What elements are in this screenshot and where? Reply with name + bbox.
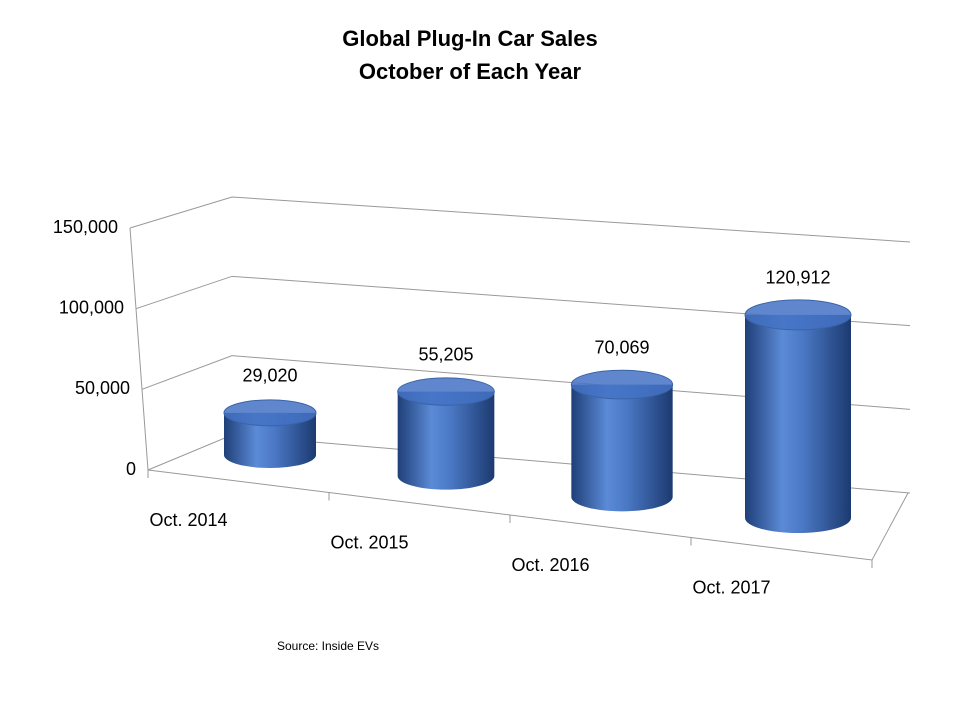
y-tick-label: 100,000 xyxy=(59,297,124,317)
chart-title: Global Plug-In Car Sales xyxy=(342,26,598,51)
x-tick-label: Oct. 2015 xyxy=(330,533,408,553)
grid-line xyxy=(129,196,911,243)
value-label: 55,205 xyxy=(418,344,473,364)
bar xyxy=(571,384,673,512)
bar-top xyxy=(744,299,852,331)
grid-line xyxy=(135,275,911,327)
value-label: 29,020 xyxy=(242,366,297,386)
y-axis xyxy=(129,227,149,471)
x-tick-label: Oct. 2016 xyxy=(511,555,589,575)
y-tick-label: 150,000 xyxy=(53,217,118,237)
chart-subtitle: October of Each Year xyxy=(359,59,582,84)
y-tick-label: 50,000 xyxy=(75,378,130,398)
bar xyxy=(224,412,316,468)
bar xyxy=(745,314,851,533)
x-tick-label: Oct. 2014 xyxy=(149,510,227,530)
grid-line xyxy=(141,355,911,410)
x-tick-label: Oct. 2017 xyxy=(692,578,770,598)
value-label: 120,912 xyxy=(765,268,830,288)
value-label: 70,069 xyxy=(594,337,649,357)
y-tick-label: 0 xyxy=(126,459,136,479)
bar-top xyxy=(570,369,674,400)
bar-top xyxy=(397,377,495,406)
source-note: Source: Inside EVs xyxy=(277,639,379,653)
bar xyxy=(397,391,495,490)
bar-top xyxy=(223,399,317,427)
